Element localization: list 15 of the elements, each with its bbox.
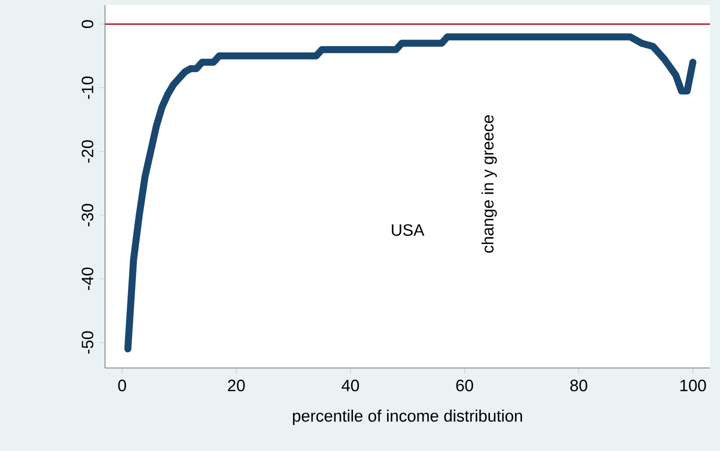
y-tick-label: -50 bbox=[82, 331, 94, 354]
x-tick-label: 60 bbox=[456, 380, 474, 392]
x-axis-title: percentile of income distribution bbox=[292, 410, 522, 425]
x-tick-label: 80 bbox=[570, 380, 588, 392]
y-tick-label: -30 bbox=[82, 204, 94, 226]
x-tick-label: 20 bbox=[228, 380, 245, 392]
y-tick-label: -40 bbox=[82, 268, 94, 290]
x-tick-label: 100 bbox=[680, 380, 706, 392]
x-tick-label: 0 bbox=[118, 380, 126, 392]
y-axis-title: change in y greece bbox=[482, 115, 497, 253]
y-tick-label: -20 bbox=[82, 140, 94, 163]
y-tick-label: -10 bbox=[82, 76, 94, 99]
x-tick-label: 40 bbox=[342, 380, 359, 392]
annotation: USA bbox=[392, 224, 424, 236]
y-tick-label: 0 bbox=[82, 20, 94, 28]
